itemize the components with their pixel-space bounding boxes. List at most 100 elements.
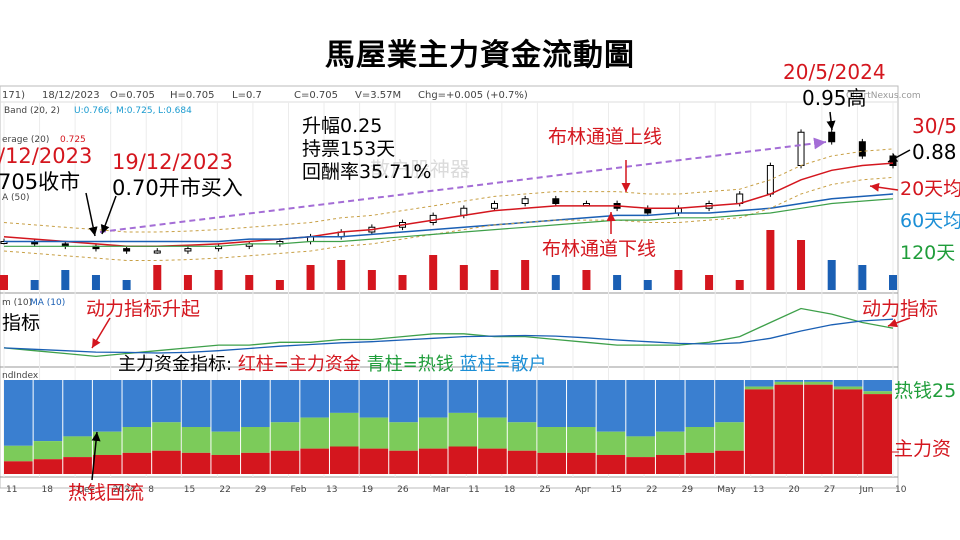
momentum-line <box>3 307 894 358</box>
x-tick-label: 20 <box>788 485 800 495</box>
candle-body <box>797 131 805 166</box>
money-bar-hot <box>63 436 92 458</box>
money-bar-main <box>715 450 744 474</box>
ann-main-right: 主力资 <box>894 438 952 460</box>
page-title: 馬屋業主力資金流動圖 <box>325 38 635 73</box>
money-bar-hot <box>241 427 270 453</box>
money-bar-hot <box>804 381 833 385</box>
x-tick-label: 8 <box>148 485 154 495</box>
volume-bar <box>858 265 867 290</box>
bband-upper-line <box>3 148 894 233</box>
x-tick-label: Feb <box>290 485 306 495</box>
volume-bar <box>735 280 744 290</box>
ann-last-date: 30/5 <box>912 114 957 138</box>
money-bar-main <box>152 450 181 474</box>
mom-right-arrow <box>887 317 911 328</box>
candle-body <box>552 198 560 204</box>
ann-peak-val: 0.95高 <box>802 86 867 110</box>
x-tick-label: 18 <box>42 485 54 495</box>
money-bar-hot <box>181 427 211 453</box>
money-bar-retail <box>567 380 596 427</box>
volume-bar <box>827 260 836 290</box>
volume-bar <box>367 270 376 290</box>
money-bar-retail <box>863 380 892 392</box>
volume-bar <box>797 240 806 290</box>
volume-bar <box>459 265 468 290</box>
volume-bar <box>490 270 499 290</box>
ma60-line <box>4 193 894 243</box>
money-bar-retail <box>418 380 448 418</box>
x-tick-label: 10 <box>895 485 907 495</box>
money-legend: 主力资金指标: 红柱=主力资金 青柱=热钱 蓝柱=散户 <box>118 356 547 374</box>
money-bar-retail <box>359 380 389 418</box>
money-bar-main <box>329 446 359 474</box>
money-bar-hot <box>507 422 537 451</box>
money-bar-hot <box>863 391 892 395</box>
money-bar-main <box>33 459 63 474</box>
ann-hot-right: 热钱25 <box>894 380 957 402</box>
candle-body <box>490 203 498 209</box>
header-low: L=0.7 <box>232 90 262 101</box>
money-bar-hot <box>389 422 418 451</box>
x-tick-label: Mar <box>433 485 450 495</box>
money-bar-main <box>92 454 122 474</box>
volume-bar <box>61 270 70 290</box>
legend-blue: 蓝柱=散户 <box>459 354 547 375</box>
money-bar-retail <box>152 380 181 423</box>
x-tick-label: 13 <box>753 485 764 495</box>
money-bar-hot <box>596 431 626 455</box>
ann-peak-date: 20/5/2024 <box>783 60 886 84</box>
money-bar-hot <box>270 422 300 451</box>
money-bar-main <box>744 389 774 474</box>
ann-close-price: 705收市 <box>0 170 81 194</box>
candle-body <box>858 141 866 157</box>
watermark: 散户股神器 <box>370 157 470 181</box>
bband-m: M:0.725, <box>116 106 155 116</box>
money-bar-hot <box>300 417 329 449</box>
avg-label: erage (20) <box>2 135 49 145</box>
x-tick-label: Jun <box>858 485 873 495</box>
volume-bar <box>30 280 39 290</box>
ann-bb-lower: 布林通道下线 <box>542 238 657 260</box>
money-bar-retail <box>626 380 655 437</box>
money-bar-hot <box>537 427 567 453</box>
volume-bar <box>91 275 100 290</box>
bband-u: U:0.766, <box>74 106 112 116</box>
avg-val: 0.725 <box>60 135 86 145</box>
money-bar-hot <box>774 381 804 385</box>
volume-bar <box>306 265 315 290</box>
index-label: ndIndex <box>2 371 39 381</box>
money-bar-hot <box>626 436 655 458</box>
money-bar-main <box>181 452 211 474</box>
money-bar-retail <box>270 380 300 423</box>
money-bar-main <box>626 457 655 474</box>
candle-body <box>460 207 468 216</box>
x-tick-label: 22 <box>219 485 230 495</box>
x-tick-label: 29 <box>682 485 694 495</box>
peak-arrow <box>826 111 836 131</box>
money-bar-main <box>596 454 626 474</box>
money-bar-main <box>300 448 329 474</box>
money-bar-main <box>655 454 685 474</box>
money-bar-retail <box>448 380 478 413</box>
money-bar-hot <box>33 441 63 460</box>
ma50-label: A (50) <box>2 193 30 203</box>
indicator-lines <box>3 148 894 358</box>
money-bar-retail <box>122 380 152 427</box>
ann-last-val: 0.88 <box>912 140 957 164</box>
volume-bar <box>889 275 897 290</box>
money-bar-hot <box>685 427 715 453</box>
volume-bar <box>705 275 714 290</box>
money-bar-retail <box>715 380 744 423</box>
ann-perf-2: 持票153天 <box>302 138 396 160</box>
money-bar-retail <box>833 380 863 387</box>
candle-body <box>429 214 437 223</box>
money-bar-retail <box>685 380 715 427</box>
ann-perf-3: 回酬率35.71% <box>302 161 432 183</box>
volume-bars <box>0 230 897 290</box>
mom-label: m (10) <box>2 298 32 308</box>
x-tick-label: 19 <box>362 485 374 495</box>
mom-ma-label: MA (10) <box>30 298 65 308</box>
ann-hot-return: 热钱回流 <box>68 482 145 504</box>
